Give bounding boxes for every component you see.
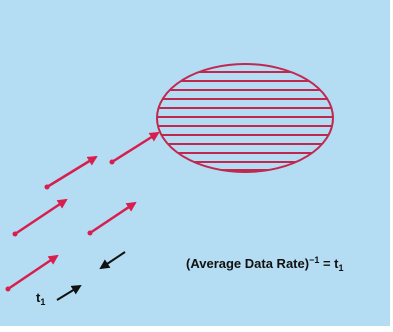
arrow-5 bbox=[5, 254, 59, 292]
interval-label: t1 bbox=[36, 290, 46, 307]
arrow-3 bbox=[12, 198, 68, 237]
data-packet-arrows bbox=[5, 131, 160, 292]
equation-prefix: (Average Data Rate) bbox=[186, 256, 310, 271]
interval-symbol: t bbox=[36, 290, 41, 305]
equation-exponent: −1 bbox=[309, 255, 320, 265]
interval-subscript: 1 bbox=[40, 297, 46, 307]
buffer-ellipse bbox=[156, 63, 334, 173]
arrow-1 bbox=[44, 155, 98, 190]
diagram-canvas bbox=[5, 63, 334, 301]
interval-pointer-left bbox=[56, 284, 82, 301]
equation-middle: = t bbox=[319, 256, 339, 271]
interval-markers bbox=[56, 251, 126, 301]
equation-subscript: 1 bbox=[338, 263, 344, 273]
data-rate-equation: (Average Data Rate)−1 = t1 bbox=[186, 255, 344, 273]
arrow-2 bbox=[109, 131, 160, 165]
data-rate-diagram: (Average Data Rate)−1 = t1 t1 bbox=[0, 0, 390, 326]
arrow-4 bbox=[87, 201, 137, 236]
interval-pointer-right bbox=[99, 251, 126, 270]
